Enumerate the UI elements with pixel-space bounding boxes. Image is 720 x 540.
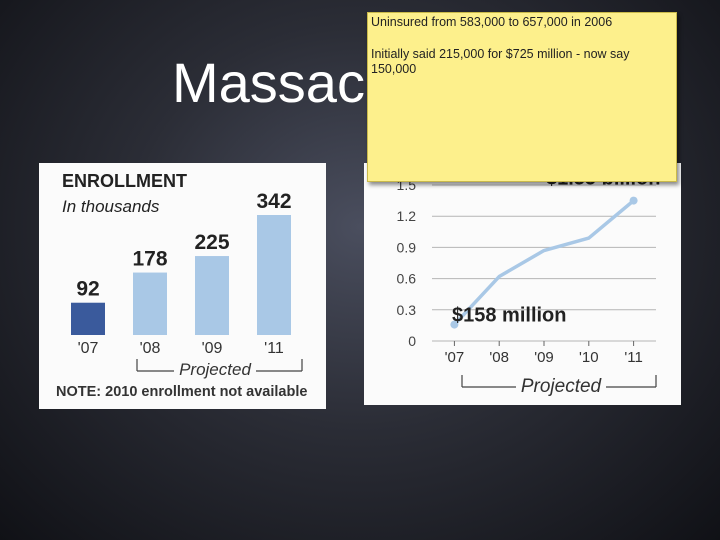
note-line-2: Initially said 215,000 for $725 million … xyxy=(371,46,630,77)
cost-chart: 00.30.60.91.21.5'07'08'09'10'11 $158 mil… xyxy=(397,168,661,397)
enrollment-category-label: '08 xyxy=(140,340,161,357)
enrollment-chart-subtitle: In thousands xyxy=(62,197,160,216)
enrollment-bar xyxy=(133,272,167,335)
enrollment-category-label: '11 xyxy=(264,340,284,357)
note-line-1: Uninsured from 583,000 to 657,000 in 200… xyxy=(371,15,613,29)
enrollment-chart: ENROLLMENT In thousands 92 '07 178 '08 225 '0… xyxy=(56,171,307,400)
enrollment-category-label: '09 xyxy=(202,340,223,357)
enrollment-projected-label: Projected xyxy=(179,360,251,379)
cost-y-tick-label: 0.6 xyxy=(397,271,417,287)
cost-y-tick-label: 0.9 xyxy=(397,239,417,255)
enrollment-value-label: 92 xyxy=(76,278,99,301)
enrollment-category-label: '07 xyxy=(78,340,99,357)
enrollment-projected-bracket: Projected xyxy=(136,359,303,379)
cost-x-tick-label: '08 xyxy=(489,349,509,366)
cost-y-tick-label: 0.3 xyxy=(397,302,417,318)
enrollment-value-label: 342 xyxy=(256,190,291,213)
cost-point xyxy=(629,196,638,205)
cost-y-tick-label: 0 xyxy=(408,333,416,349)
enrollment-value-label: 178 xyxy=(132,248,167,271)
enrollment-bar xyxy=(195,256,229,335)
cost-series-line xyxy=(453,199,635,326)
enrollment-chart-panel: ENROLLMENT In thousands 92 '07 178 '08 225 '0… xyxy=(39,163,326,409)
cost-projected-bracket: Projected xyxy=(461,375,657,397)
enrollment-bar xyxy=(71,302,105,335)
cost-x-tick-label: '09 xyxy=(534,349,554,366)
enrollment-chart-title: ENROLLMENT xyxy=(62,171,187,191)
enrollment-bar xyxy=(257,215,291,335)
cost-x-tick-label: '07 xyxy=(445,349,465,366)
sticky-note: Uninsured from 583,000 to 657,000 in 200… xyxy=(367,12,677,182)
enrollment-note: NOTE: 2010 enrollment not available xyxy=(56,384,307,400)
cost-projected-label: Projected xyxy=(521,376,603,397)
enrollment-value-label: 225 xyxy=(194,231,229,254)
cost-y-tick-label: 1.2 xyxy=(397,208,417,224)
cost-point xyxy=(450,320,459,329)
cost-x-tick-label: '11 xyxy=(624,349,642,366)
cost-chart-panel: 0 0.3 0.6 0.9 1.2 1.5'07'08'09'10'11 $158 mil… xyxy=(364,163,681,405)
cost-start-label: $158 million xyxy=(452,305,567,327)
cost-x-tick-label: '10 xyxy=(579,349,599,366)
